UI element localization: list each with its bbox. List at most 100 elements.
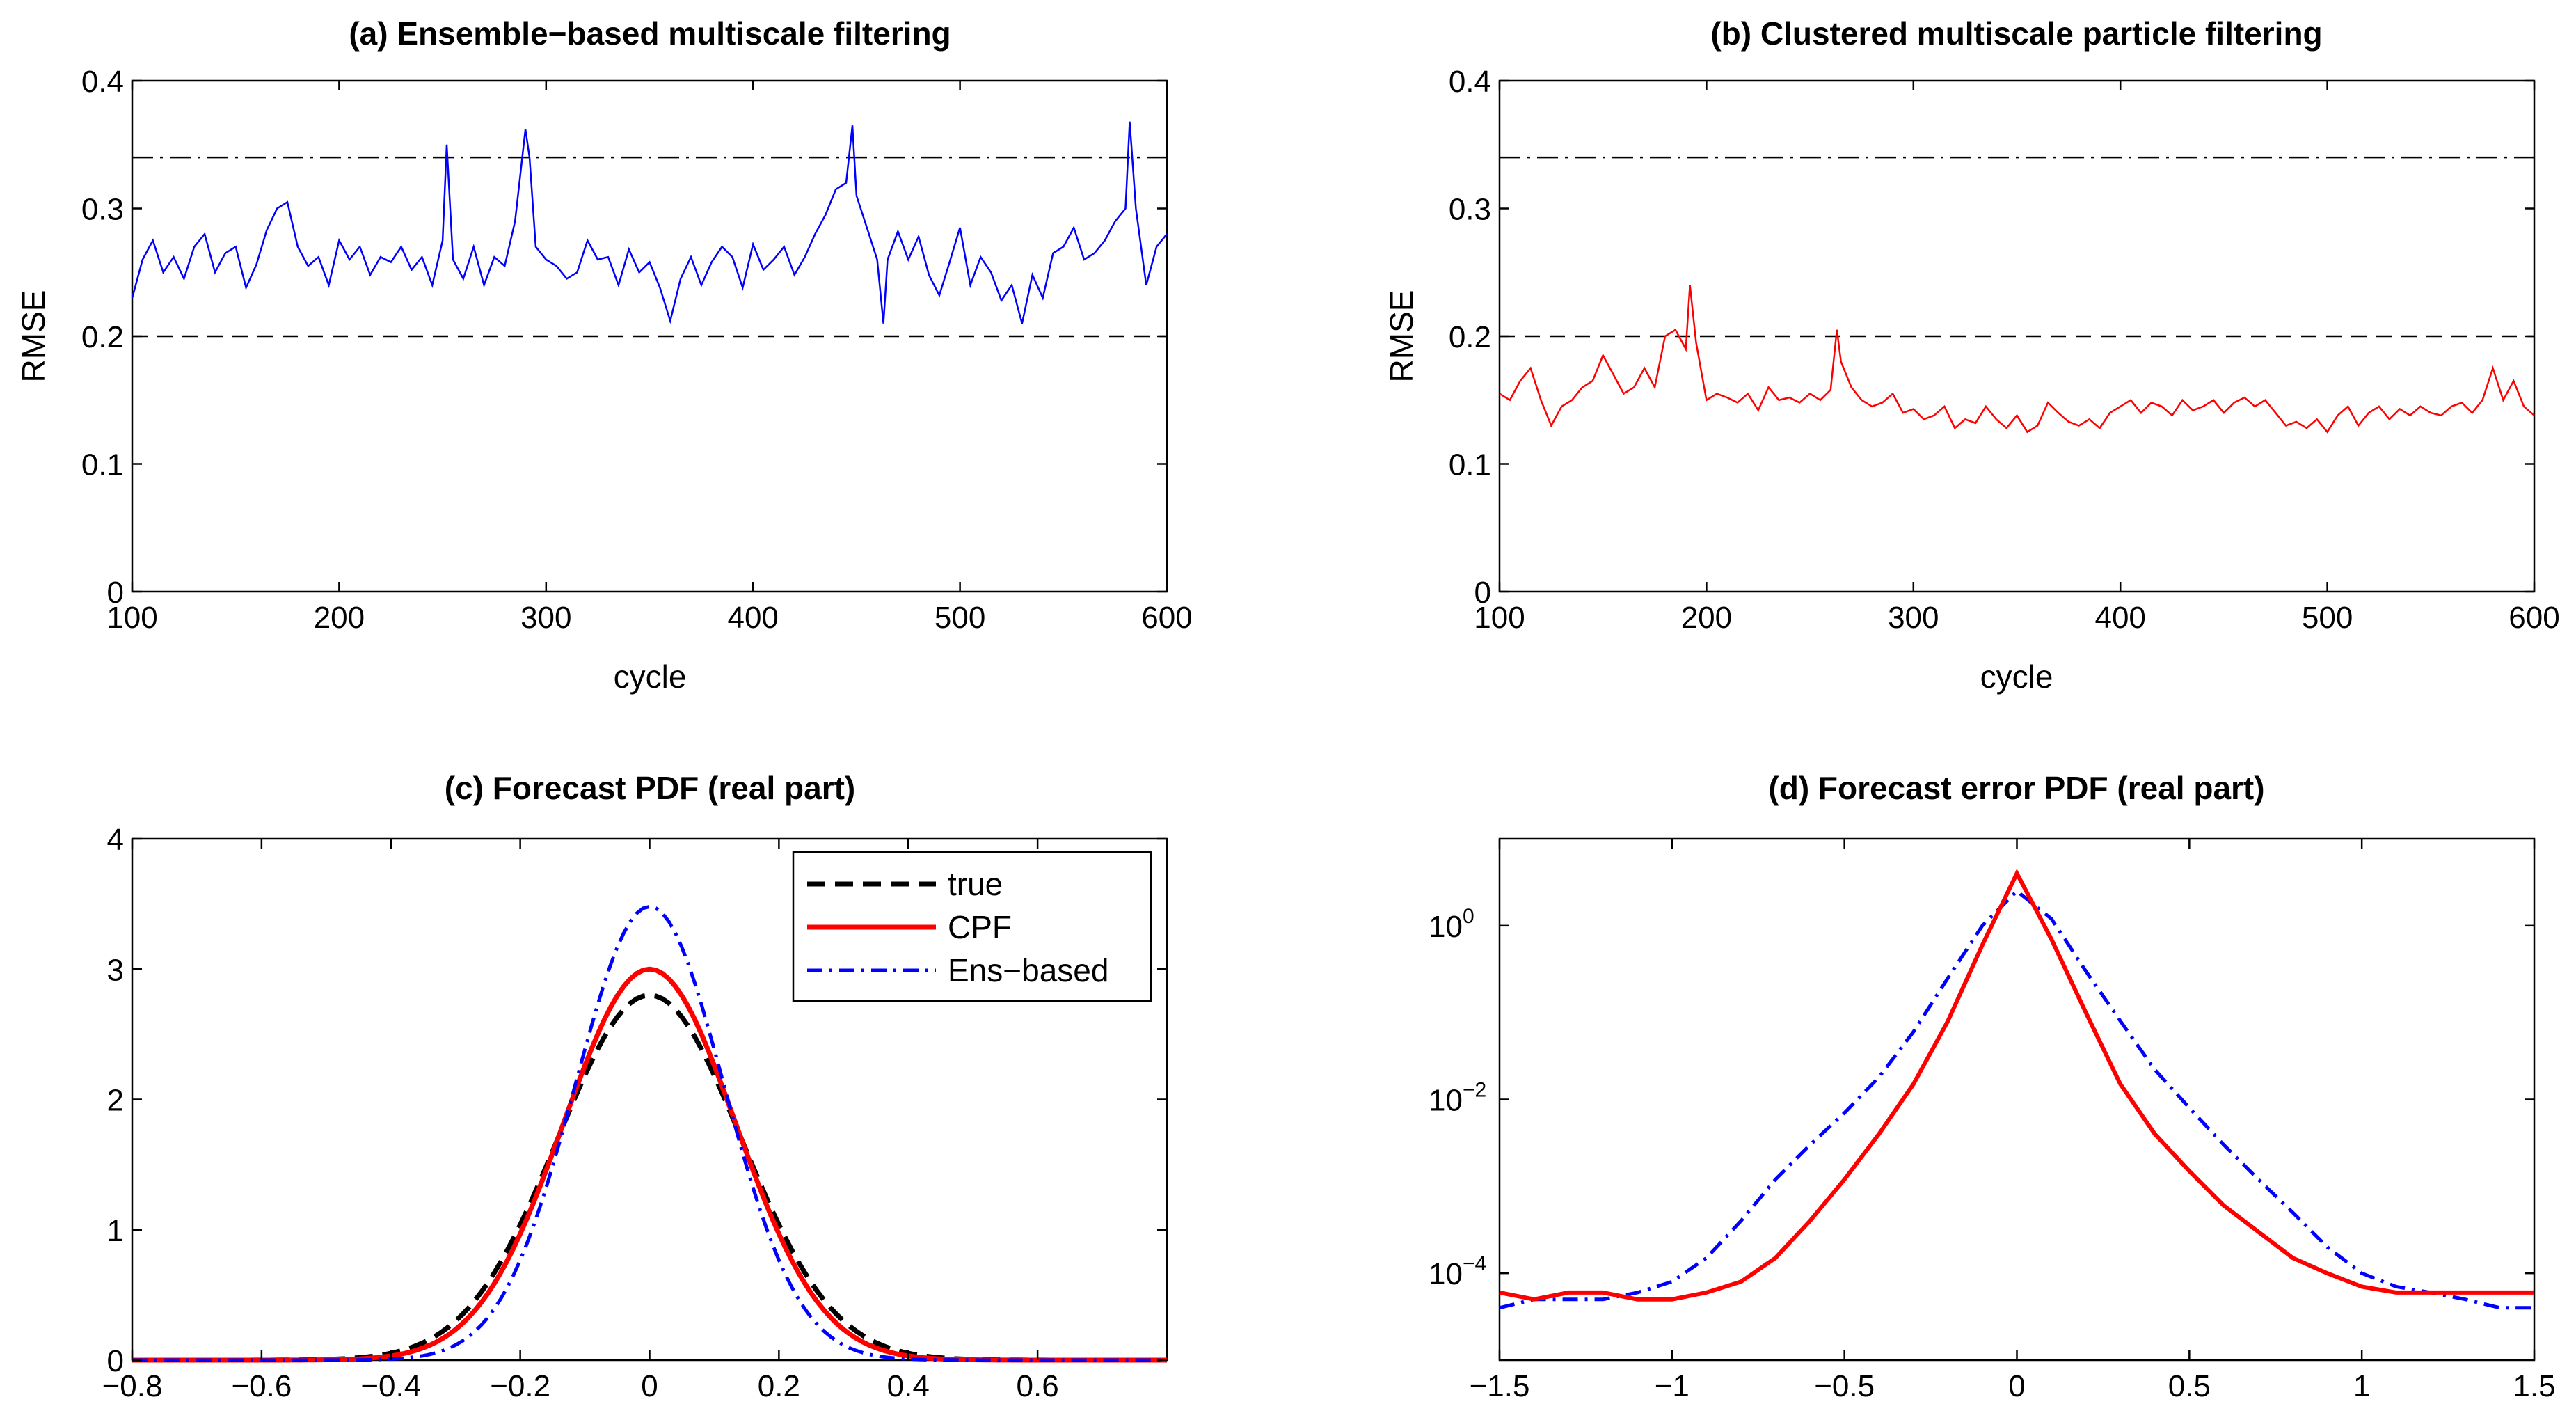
panel-b-ytick: 0 <box>1474 576 2534 610</box>
panel-a-ytick: 0.3 <box>81 193 1167 227</box>
svg-text:−1: −1 <box>1655 1369 1689 1403</box>
panel-b-rmse-line <box>1499 285 2535 434</box>
panel-b-ytick: 0.4 <box>1449 65 2534 99</box>
panel-c-title: (c) Forecast PDF (real part) <box>445 770 855 806</box>
svg-text:600: 600 <box>2509 601 2559 635</box>
panel-d-xtick: 1 <box>2353 839 2370 1403</box>
panel-d-xtick: −0.5 <box>1814 839 1875 1403</box>
panel-a-xtick: 500 <box>935 81 985 635</box>
svg-text:100: 100 <box>1474 601 1525 635</box>
svg-text:0.1: 0.1 <box>1449 448 1491 482</box>
legend-label-true: true <box>948 866 1003 902</box>
panel-a-ytick: 0.4 <box>81 65 1167 99</box>
panel-d-ens-line <box>1499 888 2534 1310</box>
panel-d-xtick: −1 <box>1655 839 1689 1403</box>
svg-text:300: 300 <box>520 601 571 635</box>
panel-c-ytick: 1 <box>107 1214 1167 1248</box>
panel-c-xtick: −0.2 <box>490 839 550 1403</box>
panel-c-ytick: 0 <box>107 1344 1167 1378</box>
svg-text:0.3: 0.3 <box>81 193 124 227</box>
panel-a-rmse-line <box>131 121 1168 324</box>
svg-text:10−4: 10−4 <box>1429 1252 1486 1291</box>
legend-entry-cpf: CPF <box>807 909 1012 945</box>
panel-a-xtick: 300 <box>520 81 572 635</box>
panel-b-xtick: 500 <box>2302 81 2353 635</box>
panel-a-xlabel: cycle <box>614 658 687 695</box>
panel-a-title: (a) Ensemble−based multiscale filtering <box>349 15 951 52</box>
svg-text:−0.5: −0.5 <box>1814 1369 1875 1403</box>
svg-text:0.4: 0.4 <box>887 1369 930 1403</box>
svg-text:−0.8: −0.8 <box>102 1369 163 1403</box>
svg-text:0.1: 0.1 <box>81 448 124 482</box>
panel-c-xtick: −0.4 <box>360 839 421 1403</box>
svg-text:500: 500 <box>2302 601 2353 635</box>
svg-text:500: 500 <box>935 601 985 635</box>
panel-b-title: (b) Clustered multiscale particle filter… <box>1710 15 2322 52</box>
svg-text:4: 4 <box>107 823 124 857</box>
panel-d-title: (d) Forecast error PDF (real part) <box>1768 770 2264 806</box>
panel-d-cpf-line <box>1499 869 2534 1302</box>
svg-text:−0.6: −0.6 <box>231 1369 292 1403</box>
panel-a-ylabel: RMSE <box>15 290 51 383</box>
svg-text:3: 3 <box>107 953 124 987</box>
svg-text:2: 2 <box>107 1084 124 1118</box>
panel-c-cpf-line <box>132 966 1167 1363</box>
legend-entry-true: true <box>807 866 1003 902</box>
svg-text:400: 400 <box>2094 601 2145 635</box>
panel-c-ens-line <box>132 904 1167 1362</box>
panel-c-legend: true CPF Ens−based <box>792 851 1152 1002</box>
panel-d-ytick: 100 <box>1429 905 2534 944</box>
panel-c-xtick: 0.2 <box>758 839 800 1403</box>
legend-label-cpf: CPF <box>948 909 1012 945</box>
svg-text:100: 100 <box>1429 905 1474 944</box>
panel-c-true-line <box>132 993 1167 1363</box>
panel-c: (c) Forecast PDF (real part) −0.8 −0.6 −… <box>102 770 1168 1403</box>
svg-text:0: 0 <box>641 1369 658 1403</box>
panel-c-xtick: −0.6 <box>231 839 292 1403</box>
svg-text:400: 400 <box>727 601 778 635</box>
svg-text:−0.2: −0.2 <box>490 1369 550 1403</box>
svg-text:0: 0 <box>1474 576 1491 610</box>
panel-d: (d) Forecast error PDF (real part) −1.5 … <box>1429 770 2556 1403</box>
panel-c-xtick: −0.8 <box>102 839 163 1403</box>
svg-text:−1.5: −1.5 <box>1470 1369 1530 1403</box>
panel-a-xtick: 400 <box>727 81 779 635</box>
panel-b-xtick: 600 <box>2509 81 2560 635</box>
svg-text:100: 100 <box>106 601 157 635</box>
panel-a-ytick: 0.1 <box>81 448 1167 482</box>
panel-a-ytick: 0 <box>107 576 1167 610</box>
panel-a-xtick: 100 <box>106 81 158 635</box>
panel-b-ytick: 0.1 <box>1449 448 2534 482</box>
panel-c-ytick: 2 <box>107 1084 1167 1118</box>
panel-b-xlabel: cycle <box>1980 658 2053 695</box>
svg-text:1: 1 <box>2353 1369 2370 1403</box>
panel-d-xtick: 1.5 <box>2513 839 2556 1403</box>
svg-text:0.2: 0.2 <box>81 320 124 354</box>
panel-b-ylabel: RMSE <box>1383 290 1420 383</box>
panel-a-ytick: 0.2 <box>81 320 1167 354</box>
panel-b-xtick: 100 <box>1474 81 1525 635</box>
svg-text:0.5: 0.5 <box>2168 1369 2211 1403</box>
svg-text:300: 300 <box>1888 601 1939 635</box>
panel-c-ytick: 3 <box>107 953 1167 987</box>
svg-text:0: 0 <box>107 576 124 610</box>
svg-text:0.4: 0.4 <box>1449 65 1491 99</box>
svg-text:200: 200 <box>1681 601 1732 635</box>
svg-text:0.2: 0.2 <box>758 1369 800 1403</box>
svg-text:0.3: 0.3 <box>1449 193 1491 227</box>
legend-label-ens: Ens−based <box>948 952 1108 988</box>
svg-text:0.6: 0.6 <box>1017 1369 1059 1403</box>
panel-a-xtick: 200 <box>314 81 365 635</box>
svg-text:1.5: 1.5 <box>2513 1369 2555 1403</box>
panel-b-xtick: 200 <box>1681 81 1732 635</box>
panel-b-ytick: 0.3 <box>1449 193 2534 227</box>
panel-c-xtick: 0.4 <box>887 839 930 1403</box>
svg-text:0.2: 0.2 <box>1449 320 1491 354</box>
svg-text:0: 0 <box>2008 1369 2025 1403</box>
legend-entry-ens: Ens−based <box>807 952 1108 988</box>
svg-text:0.4: 0.4 <box>81 65 124 99</box>
panel-d-xtick: 0.5 <box>2168 839 2211 1403</box>
svg-text:200: 200 <box>314 601 365 635</box>
svg-text:−0.4: −0.4 <box>360 1369 421 1403</box>
